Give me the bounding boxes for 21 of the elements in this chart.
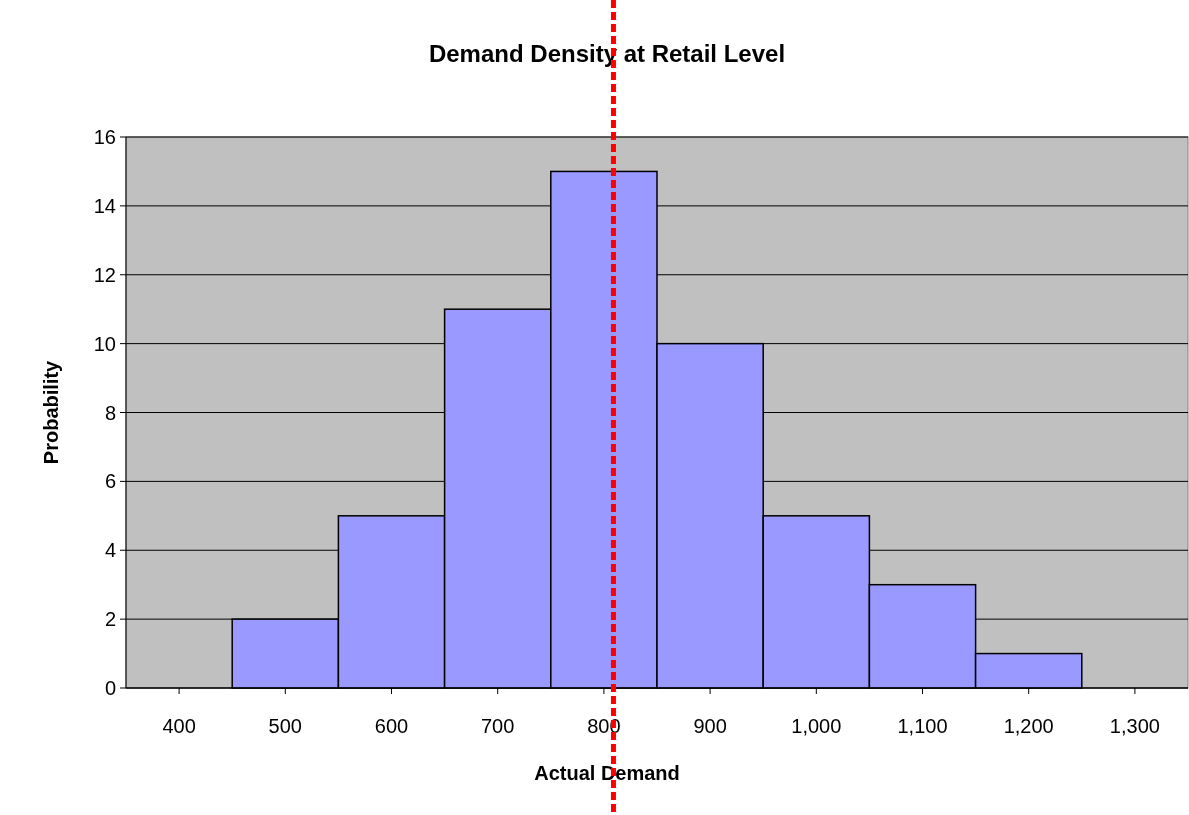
x-tick-label: 500 bbox=[268, 715, 302, 737]
y-tick-label: 0 bbox=[104, 677, 116, 699]
y-axis-title: Probability bbox=[40, 359, 62, 465]
chart-title: Demand Density at Retail Level bbox=[428, 40, 786, 67]
y-tick-label: 8 bbox=[104, 401, 116, 424]
y-tick-label: 4 bbox=[104, 539, 116, 562]
x-tick-label: 1,200 bbox=[1003, 715, 1054, 737]
x-tick-label: 900 bbox=[693, 715, 727, 737]
x-tick-label: 600 bbox=[374, 715, 409, 737]
y-tick-label: 10 bbox=[93, 332, 116, 355]
x-tick-label: 1,000 bbox=[791, 715, 842, 737]
y-tick-label: 6 bbox=[104, 470, 116, 493]
y-tick-label: 16 bbox=[93, 126, 116, 148]
y-tick-label: 2 bbox=[104, 608, 116, 631]
y-tick-label: 14 bbox=[93, 194, 116, 217]
x-tick-label: 400 bbox=[162, 715, 196, 737]
x-tick-label: 1,100 bbox=[897, 715, 948, 737]
y-tick-label: 12 bbox=[93, 263, 116, 286]
x-axis-title: Actual Demand bbox=[534, 762, 680, 784]
x-tick-label: 1,300 bbox=[1109, 715, 1160, 737]
x-tick-label: 700 bbox=[481, 715, 515, 737]
